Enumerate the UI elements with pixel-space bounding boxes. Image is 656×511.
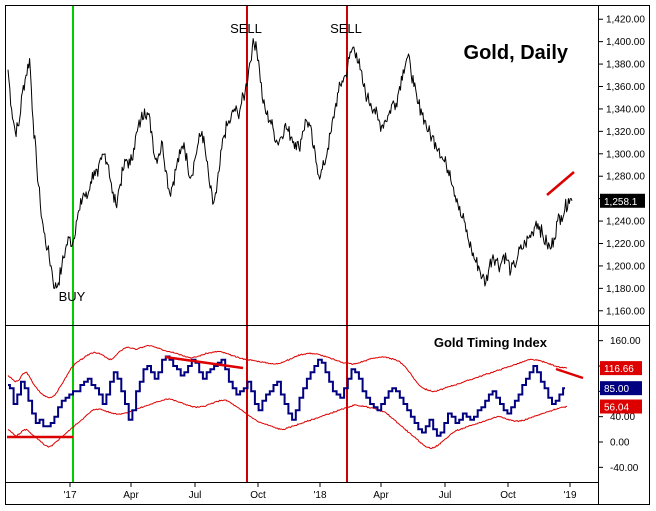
x-tick-label: '17 <box>63 490 76 501</box>
index-y-tick-label: 40.00 <box>610 412 635 423</box>
price-y-tick-label: 1,340.00 <box>606 104 645 115</box>
price-y-tick-label: 1,280.00 <box>606 172 645 183</box>
x-tick-label: Apr <box>123 490 139 501</box>
index-trendline-annotation-1 <box>164 355 244 370</box>
index-y-tick-label: 160.00 <box>610 336 641 347</box>
index-value-badge <box>600 361 642 376</box>
sell-signal-label: SELL <box>230 21 262 36</box>
sell-signal-label: SELL <box>330 21 362 36</box>
price-y-tick-label: 1,180.00 <box>606 284 645 295</box>
price-line <box>7 38 573 289</box>
index-value-text: 56.04 <box>604 403 629 414</box>
price-y-tick-label: 1,420.00 <box>606 15 645 26</box>
figure-frame <box>5 5 650 505</box>
price-y-tick-label: 1,200.00 <box>606 261 645 272</box>
price-y-tick-label: 1,380.00 <box>606 60 645 71</box>
index-y-tick-label: -40.00 <box>610 463 639 474</box>
price-signal-markers: BUY SELL SELL <box>59 6 362 325</box>
price-last-value-text: 1,258.1 <box>604 197 638 208</box>
index-trendline-annotation-2 <box>555 367 584 380</box>
x-tick-label: Oct <box>250 490 266 501</box>
index-series <box>7 344 568 450</box>
x-tick-label: '18 <box>313 490 326 501</box>
price-last-value-badge <box>600 193 645 208</box>
price-y-tick-label: 1,240.00 <box>606 217 645 228</box>
price-y-tick-label: 1,320.00 <box>606 127 645 138</box>
price-y-tick-label: 1,360.00 <box>606 82 645 93</box>
index-value-text: 85.00 <box>604 384 629 395</box>
index-value-boxes: 116.66 85.00 56.04 <box>600 361 642 414</box>
index-y-tick-label: 0.00 <box>610 438 630 449</box>
price-y-tick-label: 1,160.00 <box>606 306 645 317</box>
x-tick-label: '19 <box>563 490 576 501</box>
x-tick-label: Apr <box>373 490 389 501</box>
price-chart-title: Gold, Daily <box>464 42 569 64</box>
index-chart-title: Gold Timing Index <box>434 335 548 350</box>
price-panel: 1,160.00 1,180.00 1,200.00 1,220.00 1,240.00… <box>7 6 645 325</box>
index-signal-markers <box>72 326 348 482</box>
index-upper-band <box>7 344 568 399</box>
x-tick-label: Jul <box>439 490 452 501</box>
price-series <box>7 38 573 289</box>
price-y-tick-label: 1,400.00 <box>606 37 645 48</box>
price-last-value-box: 1,258.1 <box>600 193 645 208</box>
buy-signal-label: BUY <box>59 289 86 304</box>
price-y-tick-label: 1,300.00 <box>606 149 645 160</box>
x-tick-label: Jul <box>189 490 202 501</box>
price-trendline-annotation <box>546 171 575 196</box>
index-value-text: 116.66 <box>604 364 634 375</box>
index-value-badge <box>600 381 642 396</box>
index-value-badge <box>600 399 642 414</box>
x-tick-label: Oct <box>500 490 516 501</box>
index-lower-band <box>7 398 568 450</box>
gold-timing-index-line <box>8 355 565 437</box>
x-axis-ticks: '17 Apr Jul Oct '18 Apr Jul Oct '19 <box>63 482 577 501</box>
price-y-tick-label: 1,220.00 <box>606 239 645 250</box>
price-y-ticks: 1,160.00 1,180.00 1,200.00 1,220.00 1,240.00… <box>598 15 645 317</box>
